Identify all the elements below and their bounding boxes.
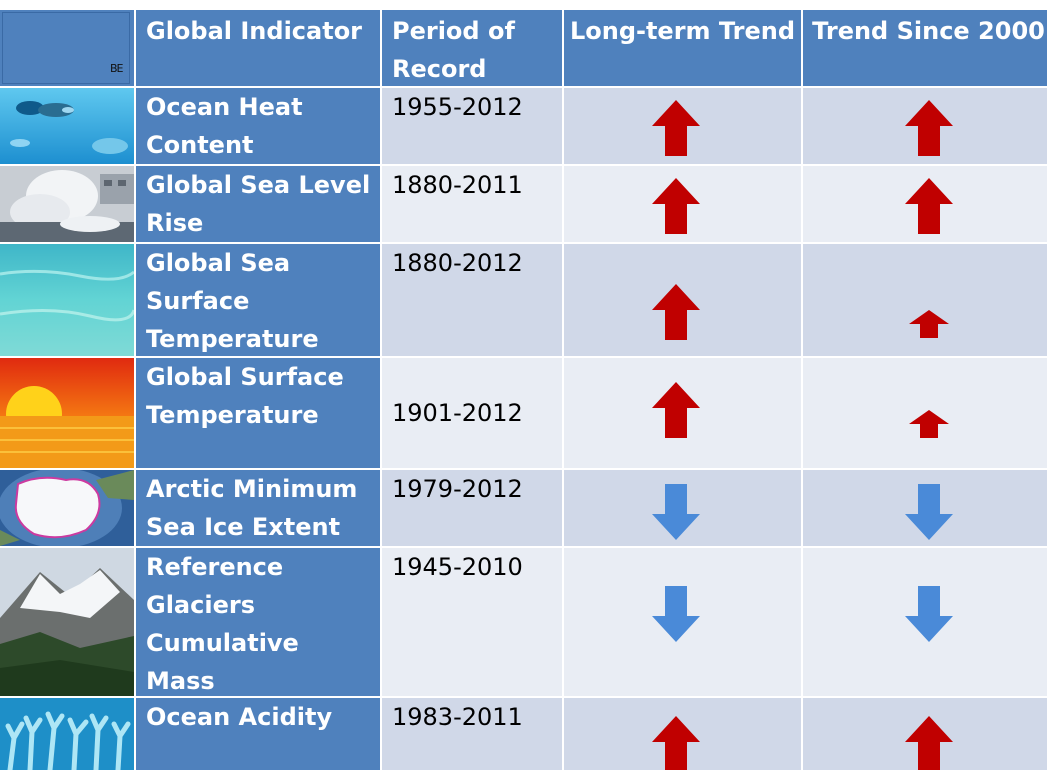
long-trend-cell [564, 548, 801, 696]
long-trend-cell [564, 470, 801, 546]
long-trend-cell [564, 244, 801, 356]
up-arrow-icon [905, 716, 953, 770]
up-arrow-icon [652, 284, 700, 340]
up-arrow-icon [652, 382, 700, 438]
indicator-label: Global Surface Temperature [136, 358, 380, 468]
corner-cell: BE [0, 10, 134, 86]
up-arrow-icon [652, 178, 700, 234]
header-trend-since-2000: Trend Since 2000 [803, 10, 1047, 86]
glacier-mountain-image [0, 548, 134, 696]
arctic-map-image [0, 470, 134, 546]
long-trend-cell [564, 166, 801, 242]
long-trend-cell [564, 88, 801, 164]
coral-reef-image [0, 698, 134, 770]
since-2000-cell [803, 698, 1047, 770]
down-arrow-icon [905, 484, 953, 540]
since-2000-cell [803, 88, 1047, 164]
indicator-label: Ocean Heat Content [136, 88, 380, 164]
down-arrow-icon [652, 586, 700, 642]
long-trend-cell [564, 698, 801, 770]
period-value: 1955-2012 [382, 88, 562, 164]
climate-indicators-table: BE Global Indicator Period of Record Lon… [0, 10, 1047, 770]
up-arrow-icon [652, 716, 700, 770]
indicator-label: Reference Glaciers Cumulative Mass [136, 548, 380, 696]
indicator-label: Global Sea Surface Temperature [136, 244, 380, 356]
period-text: 1901-2012 [392, 399, 523, 427]
period-value: 1983-2011 [382, 698, 562, 770]
since-2000-cell [803, 470, 1047, 546]
period-value: 1901-2012 [382, 358, 562, 468]
header-long-term-trend: Long-term Trend [564, 10, 801, 86]
period-value: 1880-2012 [382, 244, 562, 356]
indicator-label: Arctic Minimum Sea Ice Extent [136, 470, 380, 546]
header-period-of-record: Period of Record [382, 10, 562, 86]
up-arrow-icon [905, 100, 953, 156]
long-trend-cell [564, 358, 801, 468]
up-arrow-icon [652, 100, 700, 156]
down-arrow-icon [905, 586, 953, 642]
period-value: 1880-2011 [382, 166, 562, 242]
header-global-indicator: Global Indicator [136, 10, 380, 86]
small-up-arrow-icon [909, 410, 949, 438]
tropical-water-image [0, 244, 134, 356]
since-2000-cell [803, 548, 1047, 696]
fish-underwater-image [0, 88, 134, 164]
sunset-image [0, 358, 134, 468]
small-up-arrow-icon [909, 310, 949, 338]
corner-label: BE [110, 62, 123, 75]
indicator-label: Global Sea Level Rise [136, 166, 380, 242]
down-arrow-icon [652, 484, 700, 540]
since-2000-cell [803, 166, 1047, 242]
waves-crashing-image [0, 166, 134, 242]
since-2000-cell [803, 358, 1047, 468]
indicator-label: Ocean Acidity [136, 698, 380, 770]
period-value: 1945-2010 [382, 548, 562, 696]
since-2000-cell [803, 244, 1047, 356]
up-arrow-icon [905, 178, 953, 234]
period-value: 1979-2012 [382, 470, 562, 546]
corner-box [2, 12, 130, 84]
